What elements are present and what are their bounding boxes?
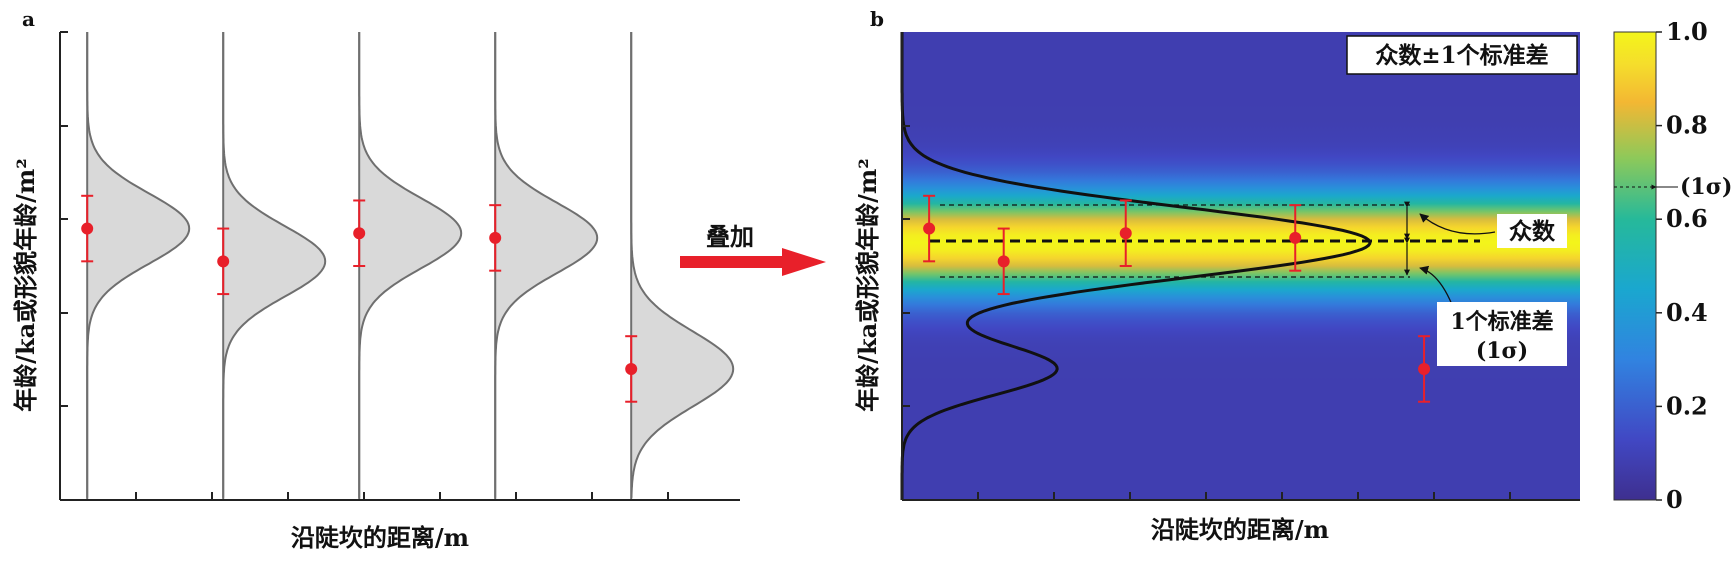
colorbar-tick-label-2: 0.4 — [1666, 298, 1708, 327]
mode-label-box — [1497, 214, 1567, 248]
data-point-4 — [1289, 231, 1302, 244]
panel-a: a 沿陡坎的距离/m 年龄/ka或形貌年龄/m² — [11, 7, 740, 552]
data-point-5 — [625, 362, 638, 375]
panel-a-y-label: 年龄/ka或形貌年龄/m² — [11, 158, 40, 412]
data-point-5 — [1418, 362, 1431, 375]
data-point-1 — [81, 222, 94, 235]
superimpose-arrow: 叠加 — [680, 222, 826, 276]
colorbar-tick-label-0: 0 — [1666, 485, 1683, 514]
legend-box — [1346, 35, 1578, 75]
colorbar-tick-label-3: 0.6 — [1666, 204, 1708, 233]
panel-b-y-label: 年龄/ka或形貌年龄/m² — [853, 158, 882, 412]
data-point-4 — [489, 231, 502, 244]
panel-b: b 众数±1个标准差 众数 1个标准差 (1σ) — [853, 7, 1732, 544]
colorbar-tick-label-1: 0.2 — [1666, 391, 1708, 420]
panel-b-points — [923, 194, 1431, 403]
colorbar-tick-label-4: 0.8 — [1666, 111, 1708, 140]
colorbar: 0 0.2 0.4 0.6 0.8 1.0 (1σ) — [1613, 17, 1732, 514]
arrow-head — [782, 248, 826, 276]
arrow-label: 叠加 — [706, 222, 754, 251]
panel-b-x-ticks — [977, 492, 1511, 500]
colorbar-sigma-label: (1σ) — [1680, 174, 1732, 200]
data-point-2 — [997, 255, 1010, 268]
mode-label: 众数 — [1509, 218, 1556, 245]
data-point-3 — [353, 227, 366, 240]
legend-text: 众数±1个标准差 — [1375, 42, 1548, 69]
colorbar-tick-label-5: 1.0 — [1666, 17, 1708, 46]
data-point-3 — [1119, 227, 1132, 240]
heatmap — [902, 32, 1580, 500]
distribution-fill-3 — [359, 32, 462, 500]
distribution-fill-5 — [631, 32, 734, 500]
panel-b-x-label: 沿陡坎的距离/m — [1151, 515, 1329, 544]
panel-a-y-ticks — [60, 31, 68, 407]
distribution-fill-4 — [495, 32, 598, 500]
std-label-line1: 1个标准差 — [1450, 309, 1553, 335]
distribution-fill-2 — [223, 32, 326, 500]
panel-a-x-label: 沿陡坎的距离/m — [291, 523, 469, 552]
colorbar-ticks: 0 0.2 0.4 0.6 0.8 1.0 — [1656, 17, 1708, 514]
panel-a-label: a — [22, 7, 35, 31]
data-point-1 — [923, 222, 936, 235]
std-label-box — [1437, 302, 1567, 366]
colorbar-bar — [1613, 31, 1657, 501]
panel-a-points — [81, 194, 638, 403]
panel-b-y-ticks — [902, 125, 910, 407]
std-label-line2: (1σ) — [1476, 338, 1528, 364]
panel-a-distributions — [86, 32, 735, 500]
arrow-shaft — [680, 256, 786, 268]
data-point-2 — [217, 255, 230, 268]
panel-a-x-ticks — [135, 492, 669, 500]
distribution-fill-1 — [87, 32, 190, 500]
panel-b-label: b — [870, 7, 884, 31]
